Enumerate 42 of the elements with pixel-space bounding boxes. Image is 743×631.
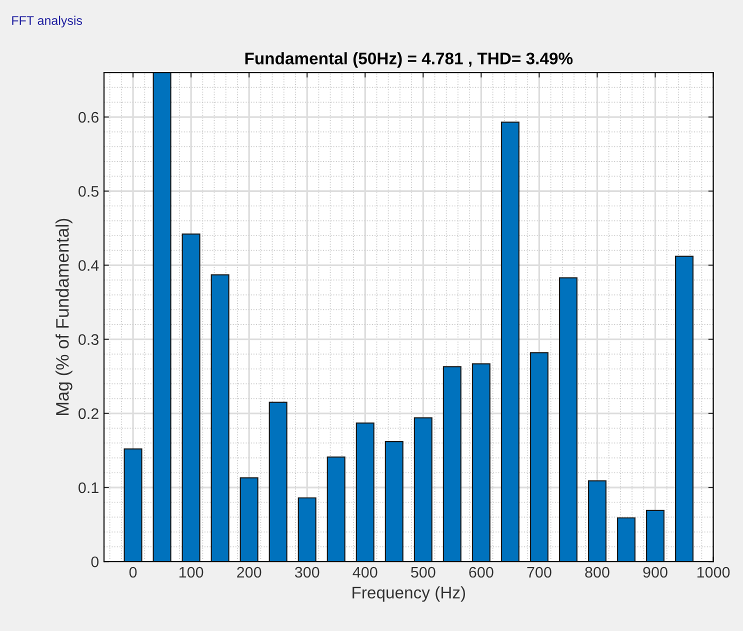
bar [210, 274, 230, 562]
bar [326, 456, 346, 562]
bar [646, 510, 665, 562]
x-tick-label: 700 [527, 566, 552, 578]
x-tick-label: 300 [294, 566, 320, 578]
bar [414, 417, 432, 562]
bar [124, 448, 142, 562]
bar [182, 234, 200, 562]
bar [558, 277, 578, 562]
bar [500, 122, 520, 562]
x-tick-label: 500 [411, 566, 436, 578]
bar [152, 72, 172, 562]
y-tick-label: 0 [91, 556, 99, 568]
x-tick-label: 400 [352, 566, 378, 578]
x-axis-title: Frequency (Hz) [352, 586, 466, 602]
bar [298, 497, 316, 562]
bar [442, 366, 462, 562]
bar [268, 402, 288, 562]
y-tick-label: 0.5 [78, 186, 99, 197]
chart-title: Fundamental (50Hz) = 4.781 , THD= 3.49% [245, 52, 573, 68]
bar [616, 517, 636, 562]
x-tick-label: 800 [585, 566, 610, 578]
text: FFT analysis [12, 16, 82, 28]
bar [240, 477, 258, 562]
x-tick-label: 1000 [697, 566, 730, 578]
x-tick-label: 900 [643, 566, 668, 578]
x-tick-label: 600 [469, 566, 494, 578]
y-tick-label: 0.6 [78, 112, 98, 123]
bar [588, 480, 606, 562]
bar [356, 422, 374, 562]
bar [384, 441, 404, 562]
x-tick-label: 200 [237, 566, 262, 578]
bar [530, 352, 548, 562]
y-tick-label: 0.2 [78, 408, 98, 420]
y-axis-title: Mag (% of Fundamental) [56, 218, 72, 415]
y-tick-label: 0.4 [78, 260, 99, 271]
y-tick-label: 0.3 [78, 334, 98, 345]
x-tick-label: 0 [129, 566, 137, 578]
bar [675, 256, 694, 562]
bar [472, 363, 490, 562]
y-tick-label: 0.1 [78, 482, 98, 494]
x-tick-label: 100 [179, 566, 204, 578]
